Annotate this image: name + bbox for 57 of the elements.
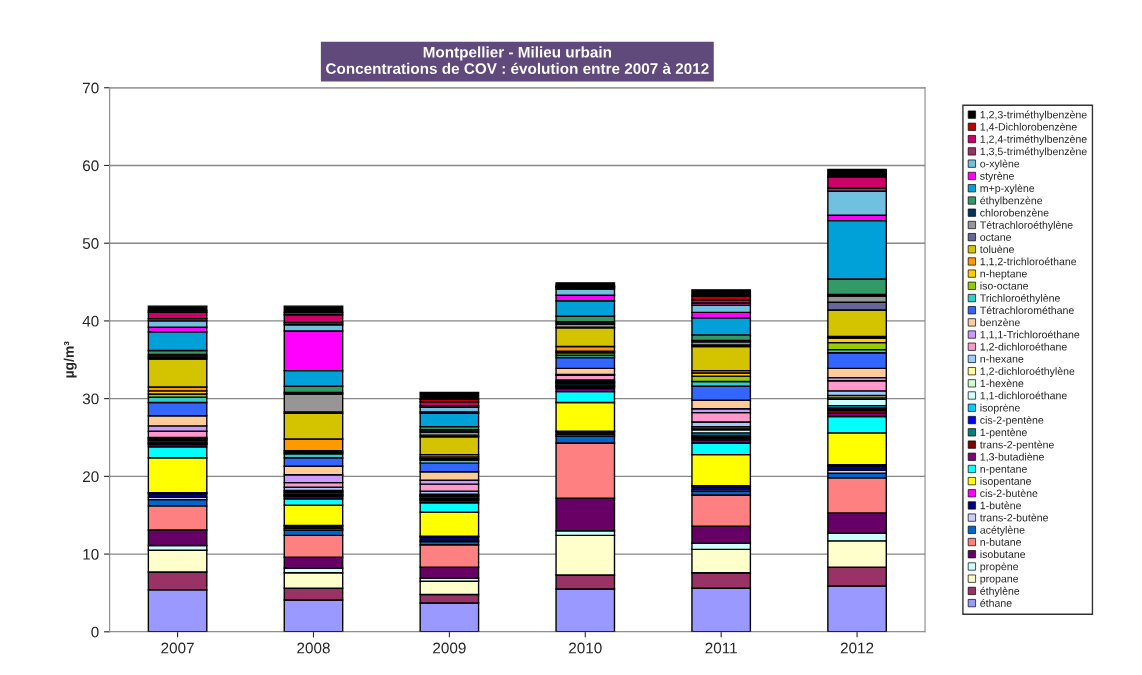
- legend-label: n-hexane: [980, 354, 1024, 363]
- x-tick-label: 2007: [161, 642, 194, 654]
- y-tick-label: 30: [82, 393, 99, 405]
- x-tick-label: 2009: [433, 642, 466, 654]
- legend-label: isobutane: [980, 550, 1026, 558]
- legend-label: Tétrachloroéthylène: [980, 220, 1073, 231]
- legend-label: n-butane: [980, 538, 1021, 546]
- legend-label: iso-octane: [980, 281, 1029, 290]
- legend-label: chlorobenzène: [980, 208, 1049, 217]
- legend-label: 1,3-butadiène: [980, 452, 1044, 462]
- legend-label: trans-2-pentène: [979, 440, 1054, 451]
- legend-label: cis-2-butène: [980, 489, 1038, 498]
- legend-label: éthylène: [980, 586, 1020, 597]
- legend-label: 1,4-Dichlorobenzène: [980, 122, 1077, 132]
- legend-label: 1-butène: [980, 501, 1021, 510]
- y-tick-label: 10: [83, 548, 99, 560]
- chart-title: Montpellier - Milieu urbain Concentrations de COV : évolution entre 2007 à 2012: [326, 46, 709, 75]
- legend-label: propane: [980, 576, 1019, 585]
- x-tick-label: 2012: [840, 642, 874, 654]
- x-tick-label: 2010: [569, 642, 602, 654]
- legend-label: isopentane: [980, 477, 1031, 487]
- legend-label: isoprène: [980, 403, 1020, 414]
- legend-label: Tétrachlorométhane: [980, 306, 1074, 315]
- legend-label: éthylbenzène: [980, 196, 1043, 207]
- x-tick-label: 2008: [297, 642, 330, 654]
- legend-label: Trichloroéthylène: [980, 293, 1060, 304]
- y-tick-label: 50: [82, 238, 99, 249]
- y-tick-label: 60: [83, 160, 99, 172]
- legend-label: 1,2-dichloroéthane: [980, 342, 1067, 352]
- legend-label: styrène: [980, 171, 1014, 182]
- legend-label: 1,1,2-trichloroéthane: [980, 257, 1077, 267]
- legend-label: 1-hexène: [980, 379, 1024, 388]
- x-tick-label: 2011: [705, 642, 737, 654]
- legend-label: o-xylène: [980, 159, 1020, 170]
- legend-label: éthane: [980, 599, 1012, 607]
- y-tick-label: 0: [91, 626, 99, 638]
- legend-label: 1,2,4-triméthylbenzène: [980, 135, 1087, 145]
- legend-label: 1-pentène: [980, 428, 1027, 439]
- legend-label: octane: [980, 234, 1012, 241]
- legend-label: n-pentane: [980, 465, 1027, 475]
- y-tick-label: 70: [83, 82, 99, 94]
- legend-label: acétylène: [980, 525, 1025, 536]
- legend-label: 1,2,3-triméthylbenzène: [980, 110, 1087, 121]
- y-tick-label: 20: [82, 471, 99, 483]
- legend-label: 1,2-dichloroéthylène: [980, 367, 1075, 378]
- y-axis-title: µg/m³: [63, 341, 77, 378]
- legend-label: benzène: [980, 318, 1020, 327]
- legend-label: trans-2-butène: [979, 513, 1048, 522]
- legend-label: n-heptane: [980, 269, 1027, 280]
- legend-label: toluène: [979, 245, 1014, 254]
- legend-label: 1,1,1-Trichloroéthane: [980, 330, 1080, 340]
- legend-label: 1,3,5-triméthylbenzène: [980, 147, 1087, 158]
- y-tick-label: 40: [82, 315, 99, 327]
- legend-label: 1,1-dichloroéthane: [980, 391, 1067, 401]
- legend-label: cis-2-pentène: [980, 415, 1044, 426]
- legend-label: propène: [980, 562, 1019, 573]
- legend-label: m+p-xylène: [980, 184, 1035, 195]
